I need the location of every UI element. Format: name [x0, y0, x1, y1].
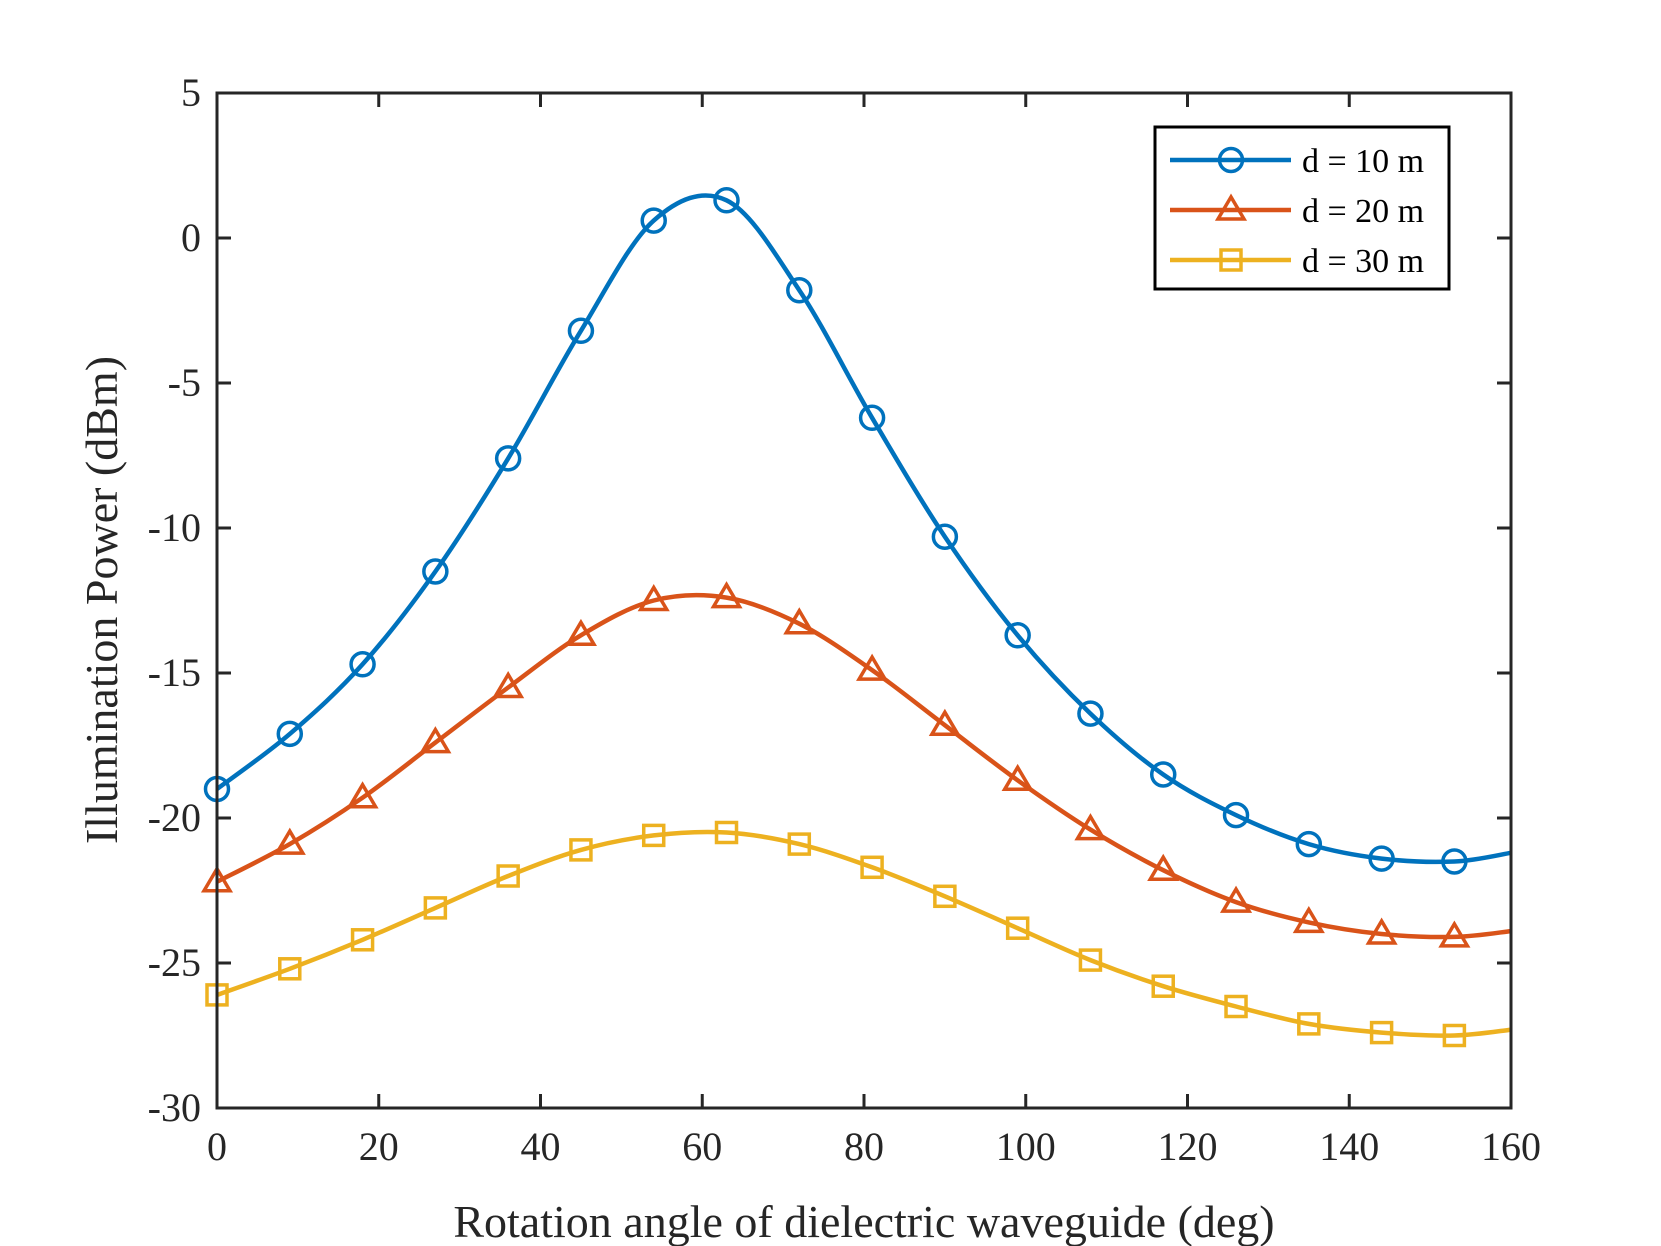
- x-tick-label: 20: [359, 1124, 399, 1169]
- data-point-marker: [1149, 761, 1177, 788]
- series-line: [215, 592, 1512, 940]
- data-point-marker: [928, 708, 961, 736]
- data-point-marker: [637, 584, 670, 612]
- series-line: [216, 829, 1512, 1038]
- data-point-marker: [1222, 801, 1250, 829]
- data-point-marker: [492, 671, 525, 699]
- x-tick-label: 140: [1319, 1124, 1379, 1169]
- data-point-marker: [569, 838, 593, 862]
- data-point-marker: [1438, 920, 1471, 948]
- y-tick-labels: 5 0 -5 -10 -15 -20 -25 -30: [148, 70, 201, 1130]
- data-point-marker: [1442, 1023, 1467, 1048]
- data-point-marker: [1297, 1012, 1321, 1036]
- data-point-marker: [858, 404, 886, 432]
- data-point-marker: [494, 445, 522, 472]
- data-point-marker: [567, 317, 595, 345]
- legend-entry: d = 30 m: [1170, 243, 1424, 280]
- data-point-marker: [641, 823, 666, 848]
- data-point-marker: [787, 832, 812, 856]
- series-2: [200, 581, 1512, 948]
- y-tick-label: -5: [168, 360, 201, 405]
- data-point-marker: [640, 207, 667, 234]
- data-point-marker: [1368, 845, 1395, 872]
- data-point-marker: [1292, 905, 1325, 934]
- x-tick-labels: 0 20 40 60 80 100 120 140 160: [207, 1124, 1541, 1169]
- data-point-marker: [1369, 1020, 1394, 1045]
- y-tick-label: -10: [148, 505, 201, 550]
- data-point-marker: [1005, 916, 1030, 940]
- legend-label: d = 30 m: [1302, 243, 1424, 280]
- data-point-marker: [419, 726, 452, 754]
- data-point-marker: [786, 276, 813, 304]
- x-tick-label: 160: [1481, 1124, 1541, 1169]
- legend-label: d = 10 m: [1302, 143, 1424, 180]
- x-tick-label: 40: [521, 1124, 561, 1169]
- x-tick-label: 60: [682, 1124, 722, 1169]
- series-3: [205, 820, 1512, 1048]
- plot-area-frame: [215, 91, 1513, 1110]
- data-point-marker: [496, 864, 520, 888]
- data-point-marker: [1001, 763, 1034, 792]
- x-tick-label: 100: [996, 1124, 1056, 1169]
- data-point-marker: [714, 820, 739, 845]
- data-point-marker: [1004, 622, 1031, 649]
- x-tick-label: 80: [844, 1124, 884, 1169]
- y-tick-label: 0: [181, 215, 201, 260]
- legend-marker-sample: [1214, 193, 1248, 221]
- data-point-marker: [564, 618, 598, 647]
- legend-marker-sample: [1219, 248, 1243, 272]
- y-tick-label: -20: [148, 795, 201, 840]
- data-point-marker: [1441, 848, 1468, 875]
- legend: d = 10 m d = 20 m d = 30 m: [1153, 125, 1451, 291]
- data-point-marker: [1365, 917, 1398, 945]
- legend-marker-sample: [1217, 146, 1245, 174]
- data-point-marker: [422, 558, 449, 585]
- data-point-marker: [349, 651, 376, 678]
- y-tick-label: 5: [181, 70, 201, 115]
- data-point-marker: [1151, 974, 1175, 998]
- data-point-marker: [1074, 813, 1107, 841]
- x-tick-label: 0: [207, 1124, 227, 1169]
- data-point-marker: [1147, 853, 1180, 881]
- data-point-marker: [710, 581, 743, 609]
- legend-label: d = 20 m: [1302, 193, 1424, 230]
- data-point-marker: [1078, 948, 1103, 972]
- series-line: [215, 193, 1512, 865]
- series-1: [203, 187, 1512, 875]
- data-point-marker: [278, 957, 302, 981]
- data-point-marker: [350, 928, 375, 952]
- legend-entries: d = 10 m d = 20 m d = 30 m: [1170, 143, 1424, 280]
- data-point-marker: [931, 523, 959, 550]
- x-tick-label: 120: [1158, 1124, 1218, 1169]
- x-axis-title: Rotation angle of dielectric waveguide (…: [453, 1196, 1274, 1246]
- data-point-marker: [276, 720, 304, 748]
- data-point-marker: [860, 855, 884, 880]
- series-layer: [200, 187, 1512, 1048]
- legend-entry: d = 10 m: [1170, 143, 1424, 180]
- data-point-marker: [783, 607, 816, 635]
- data-point-marker: [423, 896, 448, 920]
- data-point-marker: [1219, 885, 1253, 913]
- legend-entry: d = 20 m: [1170, 193, 1424, 230]
- y-tick-label: -15: [148, 650, 201, 695]
- y-axis-title: Illumination Power (dBm): [76, 356, 127, 844]
- data-point-marker: [713, 187, 740, 214]
- data-point-marker: [273, 827, 306, 855]
- data-point-marker: [346, 781, 379, 809]
- data-point-marker: [933, 884, 957, 909]
- y-tick-label: -30: [148, 1085, 201, 1130]
- data-point-marker: [1077, 700, 1104, 727]
- y-tick-label: -25: [148, 940, 201, 985]
- data-point-marker: [856, 653, 889, 681]
- data-point-marker: [1224, 994, 1248, 1019]
- data-point-marker: [1295, 830, 1323, 858]
